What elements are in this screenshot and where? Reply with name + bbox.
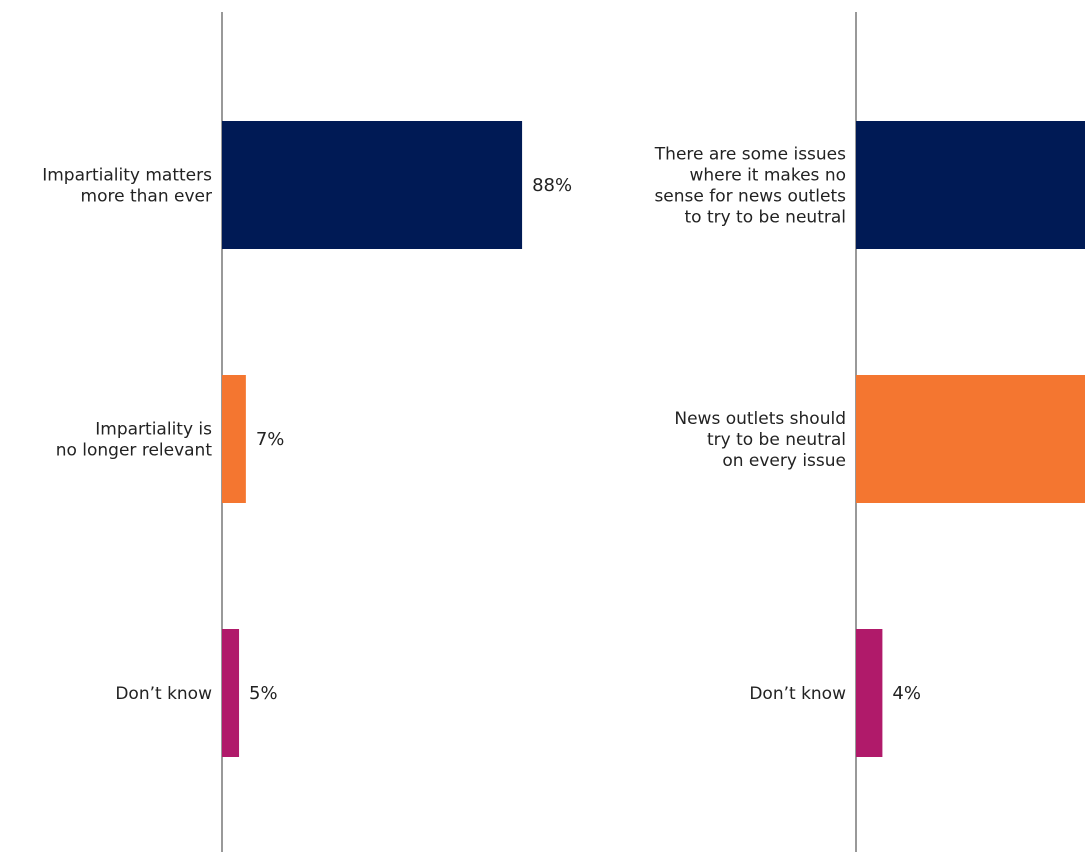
panel-1-category-label-1-line-2: more than ever [81,187,212,207]
panel-2-category-label-1-line-1: There are some issues [654,145,846,165]
panel-2-category-label-2-line-1: News outlets should [674,409,846,429]
panel-2-category-label-3-line-1: Don’t know [749,684,846,704]
panel-1-category-label-2-line-2: no longer relevant [56,441,213,461]
panel-1-category-label-2-line-1: Impartiality is [95,420,212,440]
panel-1-bar-1 [222,121,523,249]
panel-1-bar-3 [222,629,240,757]
panel-2-category-label-1-line-2: where it makes no [689,166,846,186]
panel-2-bar-1 [856,121,1085,249]
panel-1-value-label-2: 7% [256,429,285,450]
panel-2-value-label-3: 4% [892,683,921,704]
panel-2-category-label-2-line-3: on every issue [722,451,846,471]
panel-1-category-label-1-line-1: Impartiality matters [42,166,212,186]
panel-2-category-label-2-line-2: try to be neutral [707,430,846,450]
panel-1-value-label-1: 88% [532,175,572,196]
panel-2-category-label-1-line-4: to try to be neutral [684,208,846,228]
panel-1-value-label-3: 5% [249,683,278,704]
panel-2-bar-2 [856,375,1085,503]
panel-2-category-label-1-line-3: sense for news outlets [654,187,846,207]
panel-2-bar-3 [856,629,883,757]
panel-1-bar-2 [222,375,246,503]
panel-1-category-label-3-line-1: Don’t know [115,684,212,704]
